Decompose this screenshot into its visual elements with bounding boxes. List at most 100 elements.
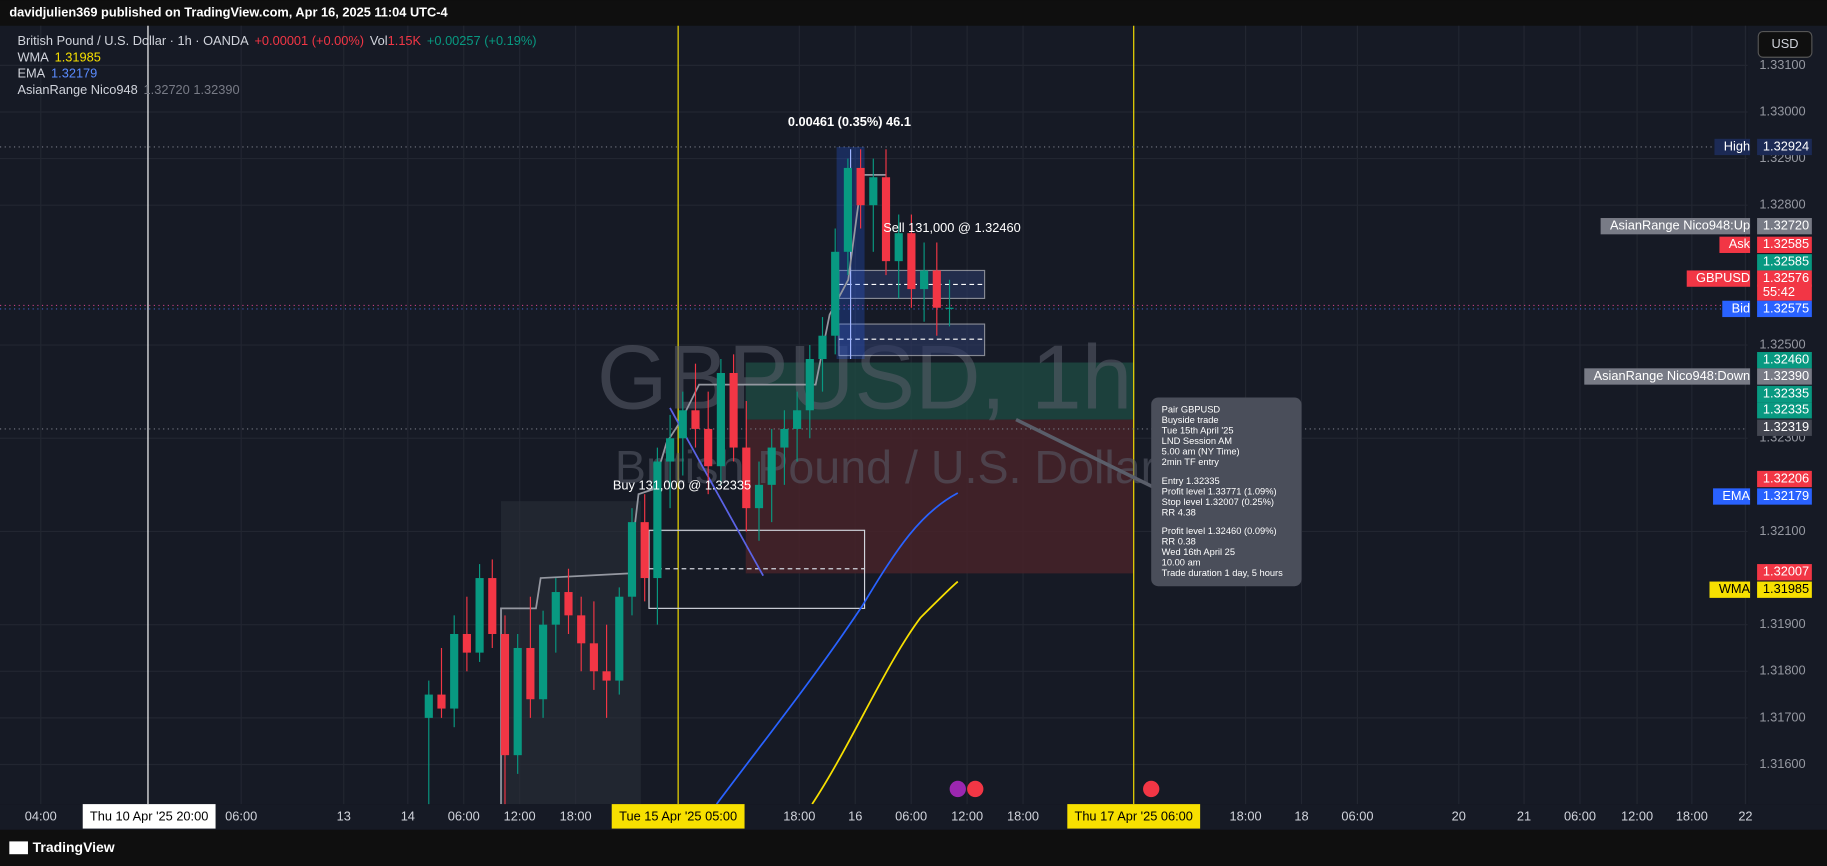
price-badge-tag	[1722, 300, 1751, 318]
currency[interactable]: USD	[1772, 36, 1799, 51]
time-label: 06:00	[448, 808, 480, 823]
measure-label: 0.00461 (0.35%) 46.1	[788, 114, 911, 129]
legend-indicator: EMA 1.32179	[17, 66, 97, 81]
currency-button[interactable]	[1757, 31, 1813, 58]
price-badge	[1757, 218, 1812, 235]
price-badge-value: 1.32206	[1763, 470, 1809, 485]
price-badge	[1757, 470, 1812, 488]
candle-body	[780, 428, 789, 448]
legend-part: British Pound / U.S. Dollar · 1h · OANDA	[17, 33, 249, 48]
note-line: RR 4.38	[1162, 507, 1196, 517]
price-tick-label: 1.32100	[1759, 523, 1805, 538]
note-line: RR 0.38	[1162, 536, 1196, 546]
indicator-name: EMA	[17, 66, 45, 81]
price-badge-value: 1.32335	[1763, 402, 1809, 417]
price-badge-value: 1.32720	[1763, 218, 1809, 233]
price-badge-label: GBPUSD	[1696, 270, 1750, 285]
time-label: Thu 17 Apr '25 06:00	[1075, 808, 1193, 823]
time-label: 12:00	[951, 808, 983, 823]
event-icon[interactable]	[949, 780, 966, 798]
note-line: 5.00 am (NY Time)	[1162, 447, 1240, 457]
time-label: 06:00	[225, 808, 257, 823]
price-badge	[1757, 385, 1812, 403]
price-tick-label: 1.31900	[1759, 616, 1805, 631]
candle-body	[716, 372, 725, 467]
candle-body	[589, 643, 598, 672]
price-tick-label: 1.33000	[1759, 103, 1805, 118]
price-badge-value: 1.32007	[1763, 564, 1809, 579]
time-label: 14	[401, 808, 415, 823]
price-tick-label: 1.32500	[1759, 336, 1805, 351]
time-label: Thu 10 Apr '25 20:00	[90, 808, 208, 823]
event-icon[interactable]	[1143, 780, 1160, 798]
price-tick-label: 1.31800	[1759, 663, 1805, 678]
note-line: Tue 15th April '25	[1162, 426, 1234, 436]
candle-body	[551, 592, 560, 625]
time-label: 22	[1738, 808, 1752, 823]
time-label: 06:00	[895, 808, 927, 823]
price-badge-label: EMA	[1722, 488, 1750, 503]
price-badge	[1757, 352, 1812, 369]
price-badge-value: 1.32460	[1763, 352, 1809, 367]
price-badge-value: 1.32319	[1763, 419, 1809, 434]
indicator-name: AsianRange Nico948	[17, 82, 137, 97]
candle-body	[437, 694, 446, 709]
time-label: Tue 15 Apr '25 05:00	[619, 808, 737, 823]
time-label: 12:00	[504, 808, 536, 823]
price-badge-label: AsianRange Nico948:Up	[1610, 218, 1750, 233]
indicator-value: 1.32720 1.32390	[144, 82, 240, 97]
brand: TradingView	[33, 839, 115, 855]
legend-part: +0.00001 (+0.00%)	[254, 33, 364, 48]
time-label: 18:00	[1230, 808, 1262, 823]
candle-body	[602, 671, 611, 681]
event-icon[interactable]	[967, 780, 984, 798]
order-box	[838, 323, 986, 357]
legend: British Pound / U.S. Dollar · 1h · OANDA…	[17, 33, 536, 97]
price-badge	[1757, 402, 1812, 419]
price-badge-value: 1.32576	[1763, 270, 1809, 285]
time-label: 18:00	[783, 808, 815, 823]
price-badge	[1757, 368, 1812, 385]
candle-body	[488, 578, 497, 634]
candle-body	[526, 647, 535, 700]
price-badge-label: AsianRange Nico948:Down	[1594, 368, 1751, 383]
note-line: Profit level 1.33771 (1.09%)	[1162, 486, 1277, 496]
candle-body	[691, 410, 700, 429]
time-label: 16	[848, 808, 862, 823]
price-badge-value: 1.32390	[1763, 368, 1809, 383]
candle-body	[462, 633, 471, 653]
time-label: 06:00	[1341, 808, 1373, 823]
time-highlight	[611, 804, 745, 829]
candles	[424, 149, 954, 807]
price-badge-tag	[1600, 218, 1751, 235]
candle-body	[666, 438, 675, 462]
candle-body	[500, 633, 510, 756]
price-badge-tag	[1584, 368, 1751, 385]
time-label: 21	[1517, 808, 1531, 823]
note-line: 2min TF entry	[1162, 457, 1220, 467]
price-badge	[1757, 270, 1812, 287]
candle-body	[907, 233, 916, 290]
candle-body	[869, 177, 878, 206]
candle-body	[615, 596, 624, 681]
price-badge	[1757, 581, 1812, 598]
candle-body	[577, 615, 586, 644]
candle-body	[640, 522, 649, 579]
indicator-value: 1.31985	[55, 50, 101, 65]
note-line: Profit level 1.32460 (0.09%)	[1162, 526, 1277, 536]
price-badge	[1757, 564, 1812, 581]
candle-body	[793, 410, 802, 429]
candle-body	[805, 359, 814, 411]
candle-body	[475, 578, 484, 653]
time-label: 18:00	[560, 808, 592, 823]
price-badge	[1757, 488, 1812, 505]
price-badge-value: 55:42	[1763, 284, 1795, 299]
time-label: 13	[337, 808, 351, 823]
candle-body	[704, 428, 713, 467]
note-line: Pair GBPUSD	[1162, 405, 1221, 415]
candle-body	[767, 447, 776, 485]
note-line: Trade duration 1 day, 5 hours	[1162, 568, 1283, 578]
price-badge-value: 1.32179	[1763, 488, 1809, 503]
